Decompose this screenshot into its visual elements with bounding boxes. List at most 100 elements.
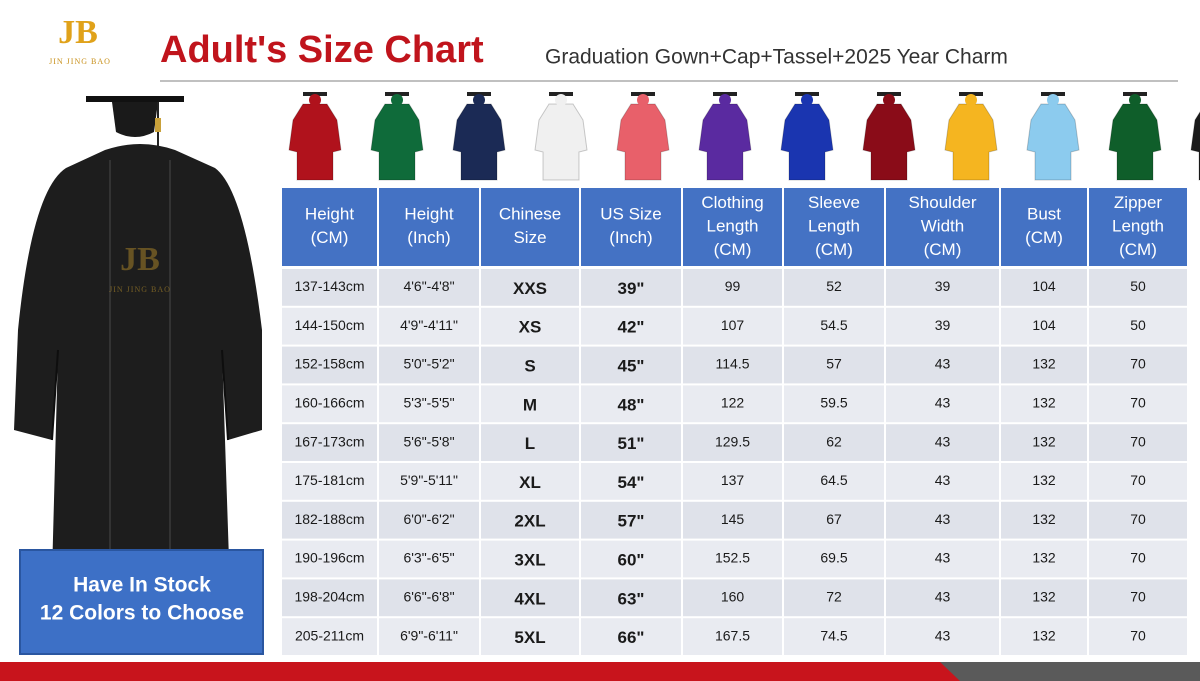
color-swatches bbox=[288, 92, 1200, 181]
header-text: Height bbox=[305, 205, 354, 224]
footer-accent bbox=[940, 662, 1200, 681]
cell-text: 152.5 bbox=[715, 550, 750, 566]
gown bbox=[698, 103, 752, 181]
cell bbox=[683, 346, 782, 384]
cell bbox=[784, 540, 884, 578]
cell bbox=[784, 618, 884, 655]
header-text: US Size bbox=[600, 205, 661, 224]
header-text: (CM) bbox=[311, 228, 349, 247]
cell bbox=[784, 501, 884, 539]
cell bbox=[379, 618, 479, 655]
cell-text: 6'0"-6'2" bbox=[403, 511, 454, 527]
gown-swatch bbox=[616, 92, 670, 181]
cell bbox=[481, 269, 579, 306]
cell bbox=[886, 424, 999, 461]
cell bbox=[1089, 385, 1187, 423]
header-cell bbox=[379, 188, 479, 266]
header-text: (Inch) bbox=[407, 228, 450, 247]
footer-stripe bbox=[0, 662, 1200, 681]
size-table: Height (CM) Height (Inch) Chinese Size US Size… bbox=[282, 188, 1187, 655]
cell-text: 167-173cm bbox=[294, 433, 364, 449]
cell bbox=[379, 463, 479, 500]
cell-text: L bbox=[525, 434, 535, 453]
head bbox=[883, 94, 895, 106]
cell-text: 70 bbox=[1130, 472, 1146, 488]
cell bbox=[683, 618, 782, 655]
logo-name: JIN JING BAO bbox=[49, 57, 111, 66]
header-text: (CM) bbox=[924, 240, 962, 259]
cell-text: 4'9"-4'11" bbox=[400, 317, 458, 333]
cell-text: 99 bbox=[725, 278, 741, 294]
cell-text: 72 bbox=[826, 589, 842, 605]
cell-text: 62 bbox=[826, 433, 842, 449]
cell-text: XXS bbox=[513, 279, 547, 298]
head bbox=[309, 94, 321, 106]
cell-text: 160-166cm bbox=[294, 395, 364, 411]
cell-text: 42" bbox=[618, 318, 645, 337]
stock-box bbox=[19, 549, 264, 655]
cell-text: 5'6"-5'8" bbox=[403, 433, 454, 449]
gown bbox=[370, 103, 424, 181]
gown-swatch bbox=[452, 92, 506, 181]
header-text: Size bbox=[513, 228, 546, 247]
cell bbox=[481, 540, 579, 578]
cell bbox=[581, 307, 681, 345]
cell-text: 137 bbox=[721, 472, 745, 488]
cell bbox=[379, 501, 479, 539]
header-cell bbox=[683, 188, 782, 266]
cell bbox=[379, 307, 479, 345]
cell bbox=[1001, 346, 1087, 384]
cell bbox=[886, 618, 999, 655]
cell bbox=[282, 269, 377, 306]
cell bbox=[1001, 385, 1087, 423]
cell-text: 137-143cm bbox=[294, 278, 364, 294]
cell-text: 205-211cm bbox=[295, 627, 364, 643]
cell-text: 160 bbox=[721, 589, 745, 605]
cell bbox=[481, 307, 579, 345]
cell bbox=[886, 540, 999, 578]
cell-text: 70 bbox=[1130, 627, 1146, 643]
cell-text: 45" bbox=[618, 356, 645, 375]
cell-text: 60" bbox=[618, 550, 645, 569]
cell-text: 66" bbox=[618, 628, 645, 647]
cell bbox=[784, 385, 884, 423]
cell bbox=[1089, 424, 1187, 461]
gown-swatch bbox=[862, 92, 916, 181]
cell bbox=[282, 385, 377, 423]
cell bbox=[1089, 579, 1187, 617]
header-text: Bust bbox=[1027, 205, 1061, 224]
cell bbox=[379, 424, 479, 461]
cell bbox=[1001, 501, 1087, 539]
cell bbox=[784, 307, 884, 345]
cell-text: 132 bbox=[1032, 550, 1056, 566]
head bbox=[555, 94, 567, 106]
cell-text: 145 bbox=[721, 511, 745, 527]
head bbox=[637, 94, 649, 106]
cell bbox=[886, 307, 999, 345]
cell-text: M bbox=[523, 395, 537, 414]
cell bbox=[1001, 618, 1087, 655]
gown-swatch bbox=[780, 92, 834, 181]
gown bbox=[616, 103, 670, 181]
cell-text: 4'6"-4'8" bbox=[403, 278, 454, 294]
gown bbox=[288, 103, 342, 181]
cell bbox=[886, 385, 999, 423]
cell bbox=[1001, 540, 1087, 578]
cell-text: 144-150cm bbox=[294, 317, 364, 333]
cell-text: 152-158cm bbox=[294, 356, 364, 372]
cell-text: 70 bbox=[1130, 395, 1146, 411]
cell-text: 70 bbox=[1130, 589, 1146, 605]
cell-text: 59.5 bbox=[820, 395, 847, 411]
head bbox=[1129, 94, 1141, 106]
gown bbox=[452, 103, 506, 181]
header-text: Length bbox=[707, 216, 759, 235]
gown-swatch bbox=[698, 92, 752, 181]
cell bbox=[1001, 463, 1087, 500]
gown-swatch bbox=[944, 92, 998, 181]
cell-text: 5'9"-5'11" bbox=[400, 472, 458, 488]
cell-text: 43 bbox=[935, 356, 951, 372]
cell bbox=[1001, 269, 1087, 306]
cell-text: 64.5 bbox=[820, 472, 847, 488]
cell-text: 5'3"-5'5" bbox=[403, 395, 454, 411]
cell-text: 39 bbox=[935, 278, 951, 294]
